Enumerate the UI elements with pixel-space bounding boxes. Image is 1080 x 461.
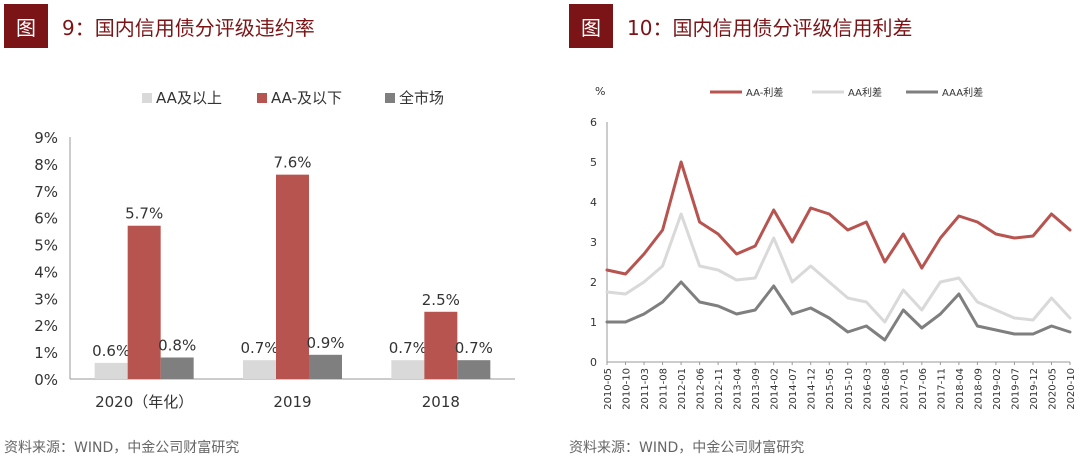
x-tick-label: 2014-02 bbox=[770, 368, 781, 410]
x-tick-label: 2019 bbox=[273, 393, 311, 411]
right-source-note: 资料来源：WIND，中金公司财富研究 bbox=[569, 440, 805, 456]
x-tick-label: 2010-05 bbox=[603, 368, 614, 410]
legend-swatch-0 bbox=[142, 93, 152, 103]
legend-label-1: AA-及以下 bbox=[271, 89, 342, 107]
y-tick-label: 1 bbox=[590, 316, 597, 329]
bar-1 bbox=[276, 174, 309, 379]
bar-data-label: 0.9% bbox=[306, 334, 344, 352]
legend-swatch-1 bbox=[257, 93, 267, 103]
x-tick-label: 2011-03 bbox=[640, 368, 651, 410]
x-tick-label: 2010-10 bbox=[622, 368, 633, 410]
x-tick-label: 2020（年化） bbox=[95, 393, 193, 411]
legend-label-0: AA及以上 bbox=[156, 89, 222, 107]
right-figure-title: 10：国内信用债分评级信用利差 bbox=[627, 15, 913, 40]
y-tick-label: 5% bbox=[34, 237, 58, 255]
bar-data-label: 0.6% bbox=[92, 342, 130, 360]
y-tick-label: 7% bbox=[34, 183, 58, 201]
left-source-note: 资料来源：WIND，中金公司财富研究 bbox=[4, 440, 240, 456]
y-axis-unit: % bbox=[595, 85, 605, 98]
bar-data-label: 7.6% bbox=[273, 154, 311, 172]
x-tick-label: 2014-07 bbox=[788, 368, 799, 410]
x-tick-label: 2012-11 bbox=[714, 368, 725, 410]
y-tick-label: 1% bbox=[34, 344, 58, 362]
bar-data-label: 0.7% bbox=[389, 339, 427, 357]
series-line-2 bbox=[605, 280, 1072, 342]
y-tick-label: 0% bbox=[34, 371, 58, 389]
legend-label-1: AA利差 bbox=[848, 86, 882, 99]
y-tick-label: 8% bbox=[34, 156, 58, 174]
credit-spread-line-chart: % AA-利差 AA利差 AAA利差 0 1 2 3 4 5 6 2010-05 2010-10 2011… bbox=[590, 85, 1077, 410]
bar-2 bbox=[309, 354, 342, 379]
x-tick-label: 2011-08 bbox=[659, 368, 670, 410]
bar-data-label: 5.7% bbox=[125, 205, 163, 223]
right-figure: 图 10：国内信用债分评级信用利差 % AA-利差 AA利差 AAA利差 0 1 2 3 4 5 6… bbox=[565, 0, 1080, 461]
x-tick-label: 2016-03 bbox=[862, 368, 873, 410]
x-tick-label: 2012-06 bbox=[696, 368, 707, 410]
x-tick-label: 2020-05 bbox=[1047, 368, 1058, 410]
bar-1 bbox=[424, 311, 458, 379]
legend-label-2: 全市场 bbox=[399, 89, 444, 107]
y-tick-label: 2% bbox=[34, 317, 58, 335]
legend-swatch-2 bbox=[385, 93, 395, 103]
x-tick-label: 2020-10 bbox=[1066, 368, 1077, 410]
bar-data-label: 0.7% bbox=[240, 339, 278, 357]
y-tick-label: 9% bbox=[34, 129, 58, 147]
x-tick-label: 2013-04 bbox=[733, 368, 744, 410]
x-tick-label: 2019-07 bbox=[1010, 368, 1021, 410]
x-tick-label: 2019-02 bbox=[992, 368, 1003, 410]
bar-data-label: 0.8% bbox=[158, 336, 196, 354]
series-line-1 bbox=[605, 212, 1072, 324]
bar-1 bbox=[127, 225, 161, 379]
x-tick-label: 2013-09 bbox=[751, 368, 762, 410]
right-figure-badge: 图 bbox=[569, 4, 613, 48]
left-figure-badge: 图 bbox=[4, 4, 48, 48]
bar-0 bbox=[94, 362, 128, 379]
x-tick-label: 2014-12 bbox=[807, 368, 818, 410]
y-tick-label: 5 bbox=[590, 156, 597, 169]
y-tick-label: 6% bbox=[34, 210, 58, 228]
bar-2 bbox=[457, 360, 491, 379]
bar-data-label: 2.5% bbox=[422, 291, 460, 309]
y-tick-label: 3 bbox=[590, 236, 597, 249]
bar-data-label: 0.7% bbox=[455, 339, 493, 357]
x-tick-label: 2015-10 bbox=[844, 368, 855, 410]
right-title-bar: 图 10：国内信用债分评级信用利差 bbox=[569, 4, 912, 48]
y-tick-label: 6 bbox=[590, 116, 597, 129]
y-tick-label: 0 bbox=[590, 356, 597, 369]
legend-label-0: AA-利差 bbox=[746, 86, 783, 99]
x-tick-label: 2018 bbox=[422, 393, 460, 411]
legend-label-2: AAA利差 bbox=[942, 86, 983, 99]
x-tick-label: 2018-09 bbox=[973, 368, 984, 410]
x-tick-label: 2019-12 bbox=[1029, 368, 1040, 410]
y-tick-label: 4% bbox=[34, 263, 58, 281]
default-rate-bar-chart: AA及以上 AA-及以下 全市场 0% 1% 2% 3% 4% 5% 6% 7% 8% 9% 0.6% 5.… bbox=[34, 89, 515, 411]
y-tick-label: 2 bbox=[590, 276, 597, 289]
bar-2 bbox=[160, 357, 194, 379]
x-tick-label: 2017-06 bbox=[918, 368, 929, 410]
bar-0 bbox=[243, 360, 276, 379]
left-figure: 图 9：国内信用债分评级违约率 AA及以上 AA-及以下 全市场 0% 1% 2% 3% 4%… bbox=[0, 0, 530, 461]
x-tick-label: 2016-08 bbox=[881, 368, 892, 410]
left-figure-title: 9：国内信用债分评级违约率 bbox=[62, 15, 315, 40]
x-tick-label: 2018-04 bbox=[955, 368, 966, 410]
left-title-bar: 图 9：国内信用债分评级违约率 bbox=[4, 4, 315, 48]
x-tick-label: 2015-05 bbox=[825, 368, 836, 410]
y-tick-label: 4 bbox=[590, 196, 597, 209]
bar-0 bbox=[391, 360, 425, 379]
y-tick-label: 3% bbox=[34, 290, 58, 308]
x-tick-label: 2017-11 bbox=[936, 368, 947, 410]
series-line-0 bbox=[605, 160, 1072, 276]
x-tick-label: 2017-01 bbox=[899, 368, 910, 410]
x-tick-label: 2012-01 bbox=[677, 368, 688, 410]
